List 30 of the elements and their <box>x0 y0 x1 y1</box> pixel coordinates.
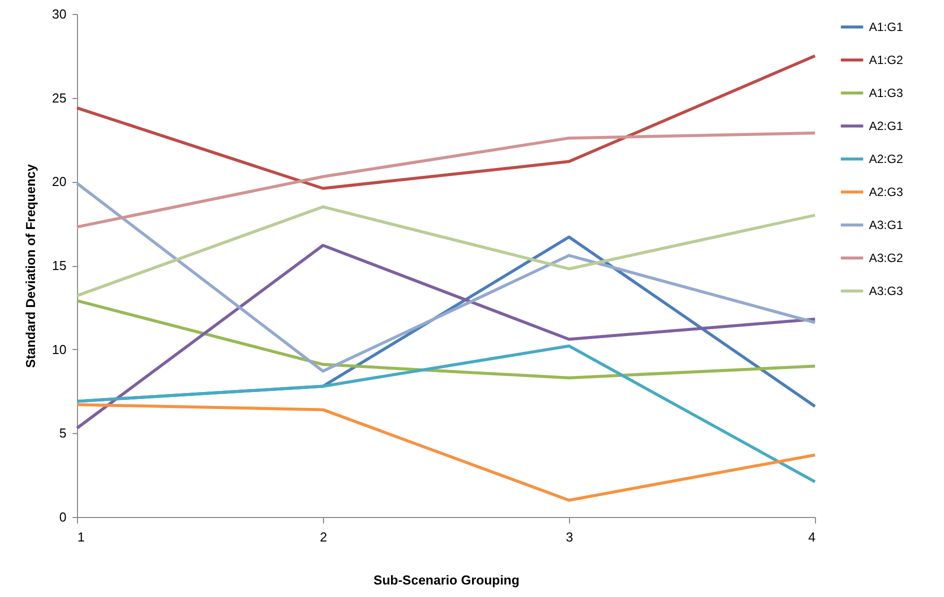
legend-label: A2:G1 <box>869 119 904 133</box>
line-series <box>76 299 816 380</box>
line-series <box>76 182 816 373</box>
y-tick-label: 5 <box>59 426 66 441</box>
line-series <box>76 244 816 430</box>
y-tick-label: 15 <box>52 258 66 273</box>
legend-label: A3:G2 <box>869 251 904 265</box>
line-series <box>76 344 816 484</box>
y-axis-title: Standard Deviation of Frequency <box>23 163 38 368</box>
line-series <box>76 54 816 190</box>
y-tick-label: 30 <box>52 6 66 22</box>
x-tick-label: 4 <box>808 530 816 544</box>
line-series <box>76 205 816 298</box>
legend-label: A3:G1 <box>869 218 904 232</box>
y-tick-label: 20 <box>52 174 66 190</box>
x-tick-label: 2 <box>320 530 328 544</box>
legend-label: A3:G3 <box>869 284 904 298</box>
y-tick-label: 25 <box>52 90 66 106</box>
line-series <box>76 403 816 502</box>
legend-label: A1:G1 <box>869 20 904 34</box>
legend-label: A1:G3 <box>869 86 904 100</box>
y-tick-label: 10 <box>52 342 66 357</box>
x-tick-label: 3 <box>566 530 574 544</box>
line-series <box>76 132 816 228</box>
x-axis-title: Sub-Scenario Grouping <box>374 572 520 588</box>
legend-label: A1:G2 <box>869 53 904 67</box>
legend-label: A2:G3 <box>869 185 904 199</box>
x-tick-label: 1 <box>78 530 85 544</box>
legend-label: A2:G2 <box>869 152 904 166</box>
y-tick-label: 0 <box>59 510 66 524</box>
